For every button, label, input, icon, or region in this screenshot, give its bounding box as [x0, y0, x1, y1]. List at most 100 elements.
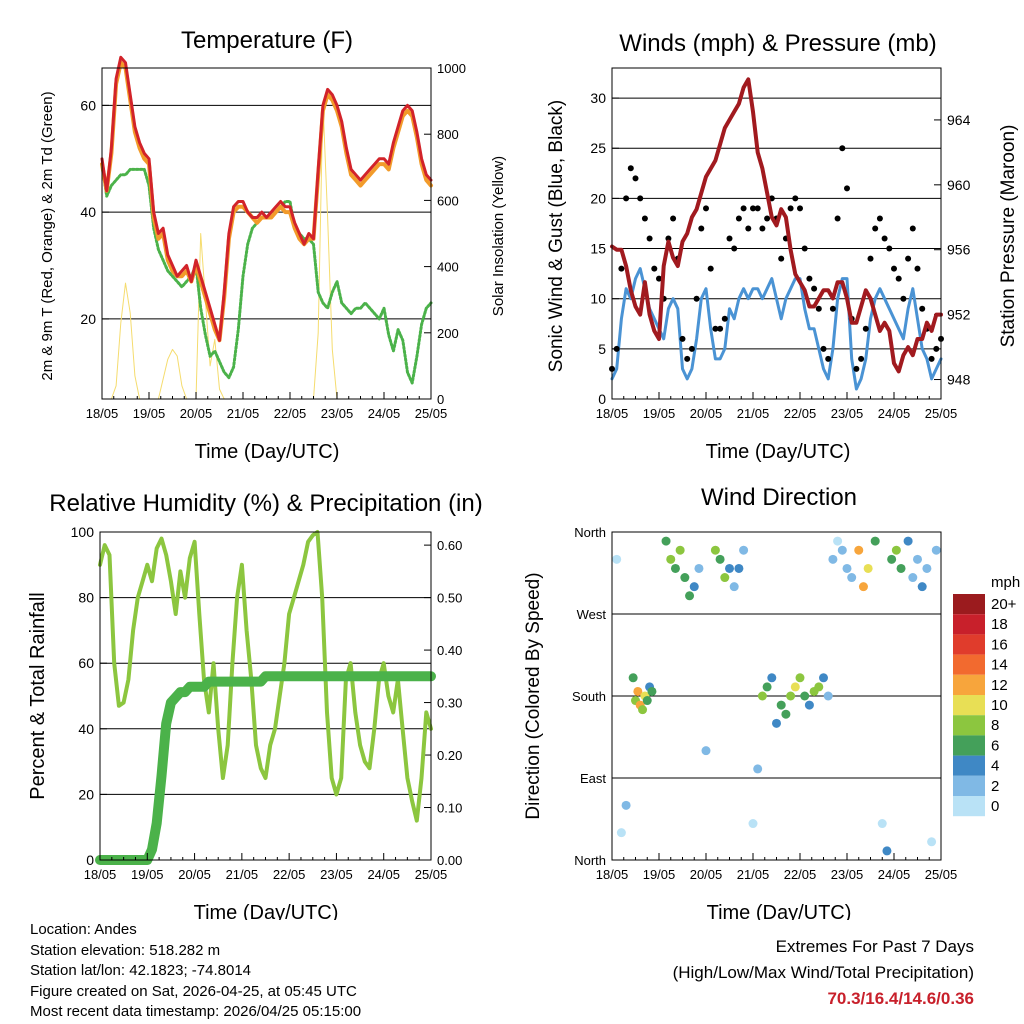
- direction-point: [720, 573, 730, 583]
- direction-point: [814, 682, 824, 692]
- station-latlon: Station lat/lon: 42.1823; -74.8014: [30, 962, 252, 979]
- gust-point: [829, 305, 836, 312]
- direction-point: [638, 705, 648, 715]
- winds-ylabel: Sonic Wind & Gust (Blue, Black): [546, 100, 567, 372]
- temperature-title: Temperature (F): [181, 27, 353, 54]
- wind-y-ytick-label: 0: [598, 391, 606, 407]
- direction-point: [913, 554, 922, 564]
- dir-xtick-label: 25/05: [925, 867, 958, 882]
- direction-ylabel: Direction (Colored By Speed): [523, 572, 544, 819]
- extremes-box: Extremes For Past 7 Days (High/Low/Max W…: [673, 934, 974, 1012]
- direction-title: Wind Direction: [701, 484, 857, 511]
- dir-xtick-label: 20/05: [690, 867, 723, 882]
- legend-swatch: [953, 715, 985, 736]
- gust-point: [759, 225, 766, 232]
- solar-insolation-line: [101, 100, 432, 400]
- legend-label: 8: [991, 717, 999, 734]
- gust-point: [844, 185, 850, 192]
- winds-xlabel: Time (Day/UTC): [706, 441, 851, 463]
- rh-xtick-label: 24/05: [367, 867, 400, 882]
- wind-y-ytick-label: 10: [590, 291, 606, 307]
- wind-y2-ytick-label: 960: [947, 177, 971, 193]
- direction-point: [887, 554, 897, 564]
- direction-point: [842, 563, 852, 573]
- legend-title: mph: [991, 574, 1020, 591]
- rh-y-ytick-label: 40: [78, 721, 94, 737]
- gust-point: [825, 355, 832, 362]
- gust-point: [933, 345, 940, 352]
- meteogram-figure: Temperature (F) Winds (mph) & Pressure (…: [27, 27, 1020, 920]
- direction-point: [863, 563, 873, 573]
- rh-xtick-label: 22/05: [273, 867, 306, 882]
- temp-y2-ytick-label: 600: [437, 193, 459, 208]
- gust-point: [707, 265, 714, 272]
- wind-xtick-label: 23/05: [831, 406, 864, 421]
- temp-y-ytick-label: 40: [80, 204, 96, 220]
- extremes-subtitle: (High/Low/Max Wind/Total Precipitation): [672, 963, 974, 982]
- direction-point: [896, 563, 906, 573]
- direction-point: [612, 554, 622, 564]
- gust-point: [693, 295, 700, 302]
- gust-point: [641, 215, 648, 222]
- direction-point: [917, 582, 927, 592]
- rh-y-ytick-label: 80: [78, 590, 94, 606]
- gust-point: [632, 175, 639, 182]
- direction-point: [694, 563, 704, 573]
- wind-y-ytick-label: 20: [590, 190, 606, 206]
- wind-y-ytick-label: 25: [590, 140, 606, 156]
- gust-point: [740, 205, 747, 212]
- legend-swatch: [953, 796, 985, 817]
- gust-point: [872, 225, 879, 232]
- temp-2m-line: [100, 55, 433, 342]
- direction-point: [828, 554, 838, 564]
- direction-point: [800, 691, 810, 701]
- direction-point: [927, 837, 937, 847]
- winds-ylabel-right: Station Pressure (Maroon): [998, 125, 1019, 348]
- direction-point: [715, 554, 725, 564]
- legend-swatch: [953, 674, 985, 695]
- wind-xtick-label: 19/05: [643, 406, 676, 421]
- temp-xtick-label: 22/05: [274, 406, 307, 421]
- wind-xtick-label: 21/05: [737, 406, 770, 421]
- gust-point: [665, 235, 672, 242]
- gust-point: [726, 235, 733, 242]
- speed-legend: mph 20+ 18 16 14 12 10 8 6 4 2 0: [953, 574, 1020, 817]
- gust-point: [792, 195, 799, 202]
- direction-point: [739, 545, 749, 555]
- humidity-plot: 0 20 40 60 80 100 0.00 0.10 0.20 0.30 0.40 0.50 0.60…: [71, 524, 463, 882]
- direction-point: [772, 718, 781, 728]
- gust-point: [613, 345, 620, 352]
- direction-point: [922, 563, 932, 573]
- temp-xtick-label: 20/05: [180, 406, 213, 421]
- rh-xtick-label: 20/05: [178, 867, 211, 882]
- gust-point: [750, 205, 756, 212]
- gust-point: [646, 235, 653, 242]
- direction-point: [786, 691, 796, 701]
- temp-xtick-label: 23/05: [321, 406, 354, 421]
- rh-xtick-label: 23/05: [320, 867, 353, 882]
- gust-point: [881, 235, 888, 242]
- wind-y-ytick-label: 15: [590, 241, 606, 257]
- gust-point: [806, 275, 813, 282]
- direction-point: [661, 536, 671, 546]
- gust-point: [731, 245, 738, 252]
- rh-y2-ytick-label: 0.00: [437, 853, 462, 868]
- wind-y-ytick-label: 5: [598, 341, 606, 357]
- dir-xtick-label: 24/05: [878, 867, 911, 882]
- gust-point: [703, 205, 709, 212]
- legend-label: 2: [991, 778, 999, 795]
- legend-swatch: [953, 594, 985, 615]
- temp-y2-ytick-label: 800: [437, 127, 459, 142]
- direction-point: [795, 673, 805, 683]
- temp-y-ytick-label: 60: [80, 97, 96, 113]
- legend-label: 4: [991, 758, 999, 775]
- gust-point: [717, 325, 724, 332]
- gust-point: [811, 285, 818, 292]
- direction-point: [753, 764, 763, 774]
- legend-swatch: [953, 735, 985, 756]
- wind-y2-ytick-label: 952: [947, 307, 971, 323]
- direction-point: [642, 696, 652, 706]
- legend-label: 16: [991, 636, 1008, 653]
- rh-y2-ytick-label: 0.60: [437, 538, 462, 553]
